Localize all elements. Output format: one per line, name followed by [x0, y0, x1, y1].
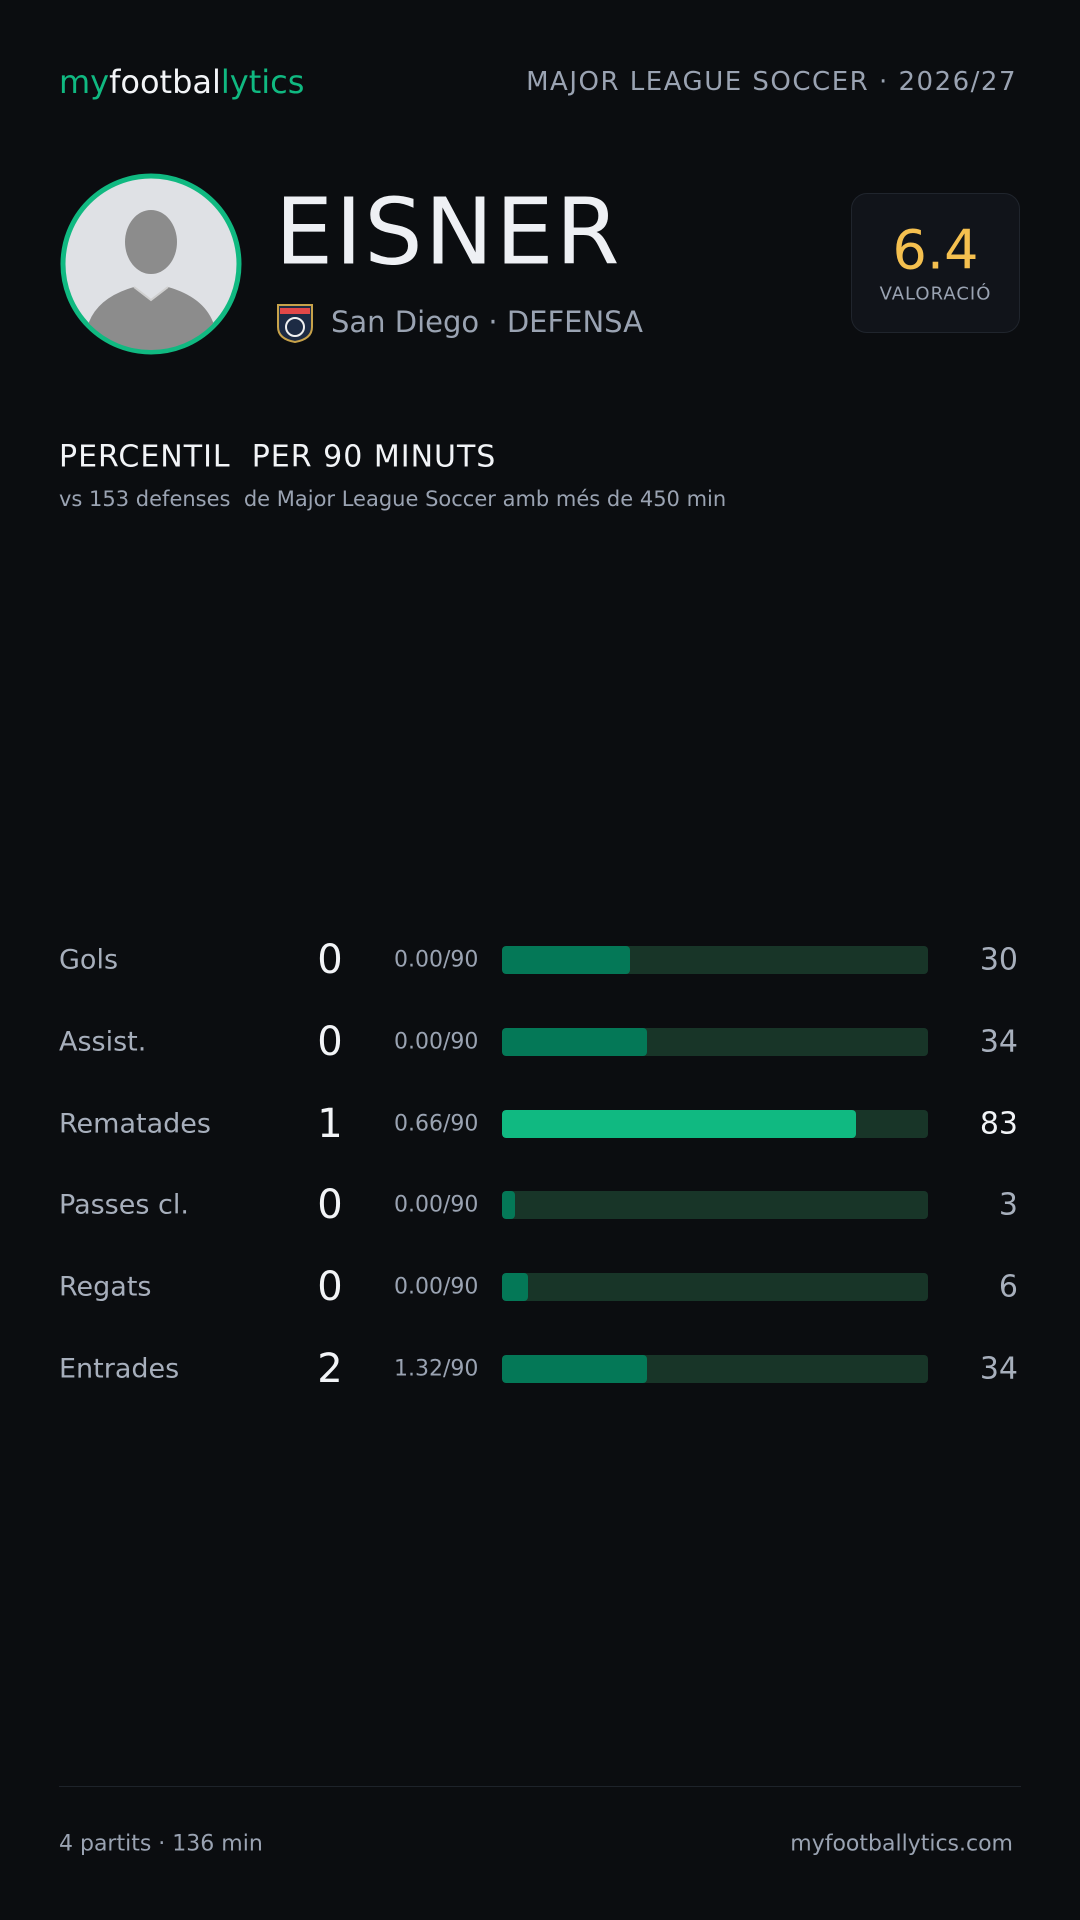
- brand-part: lytics: [220, 63, 305, 101]
- bar-track: [502, 1355, 928, 1383]
- stat-total: 1: [317, 1100, 343, 1147]
- stat-label: Passes cl.: [59, 1189, 189, 1221]
- bar: [502, 946, 630, 974]
- stat-label: Assist.: [59, 1026, 147, 1058]
- brand-part: my: [59, 63, 110, 101]
- stat-label: Rematades: [59, 1108, 211, 1140]
- rating-box: [851, 193, 1020, 333]
- bar-track: [502, 1109, 928, 1138]
- bar: [502, 1109, 856, 1138]
- stat-total: 2: [317, 1346, 343, 1392]
- stat-total: 0: [317, 1264, 343, 1311]
- stat-total: 0: [317, 937, 343, 983]
- divider: [59, 1786, 1021, 1787]
- stat-total: 0: [317, 1018, 343, 1065]
- player-team: San Diego · DEFENSA: [331, 305, 643, 339]
- rating-label: VALORACIÓ: [879, 283, 992, 305]
- bar-track: [502, 1191, 928, 1220]
- stat-per90: 1.32/90: [394, 1356, 479, 1382]
- brand: myfootballytics: [59, 63, 304, 101]
- stat-percentile: 30: [979, 942, 1018, 978]
- stat-percentile: 34: [979, 1351, 1018, 1387]
- stat-per90: 0.00/90: [394, 1274, 479, 1300]
- footer-right: myfootballytics.com: [790, 1831, 1013, 1857]
- bar-track: [502, 946, 928, 974]
- stat-percentile: 83: [979, 1106, 1018, 1142]
- bar: [502, 1191, 515, 1220]
- player-name: EISNER: [275, 178, 622, 286]
- bar: [502, 1273, 528, 1302]
- stat-per90: 0.00/90: [394, 1029, 479, 1055]
- rating-value: 6.4: [892, 218, 979, 282]
- stat-percentile: 3: [998, 1187, 1018, 1223]
- stat-percentile: 6: [998, 1269, 1018, 1305]
- league: MAJOR LEAGUE SOCCER · 2026/27: [526, 67, 1017, 97]
- bar: [502, 1355, 647, 1383]
- stat-per90: 0.66/90: [394, 1111, 479, 1137]
- section-subtitle: vs 153 defenses de Major League Soccer a…: [59, 487, 727, 511]
- bar: [502, 1027, 647, 1056]
- stat-percentile: 34: [979, 1024, 1018, 1060]
- stat-per90: 0.00/90: [394, 947, 479, 973]
- stat-label: Regats: [59, 1271, 152, 1303]
- footer-left: 4 partits · 136 min: [59, 1831, 263, 1857]
- avatar: [60, 173, 242, 355]
- stat-label: Gols: [59, 944, 119, 976]
- bar-track: [502, 1273, 928, 1302]
- team-badge: [277, 304, 313, 343]
- stat-total: 0: [317, 1182, 343, 1229]
- brand-part: footbal: [109, 63, 221, 101]
- stat-label: Entrades: [59, 1353, 180, 1385]
- bar-track: [502, 1027, 928, 1056]
- section-title: PERCENTIL PER 90 MINUTS: [59, 439, 497, 475]
- stat-per90: 0.00/90: [394, 1192, 479, 1218]
